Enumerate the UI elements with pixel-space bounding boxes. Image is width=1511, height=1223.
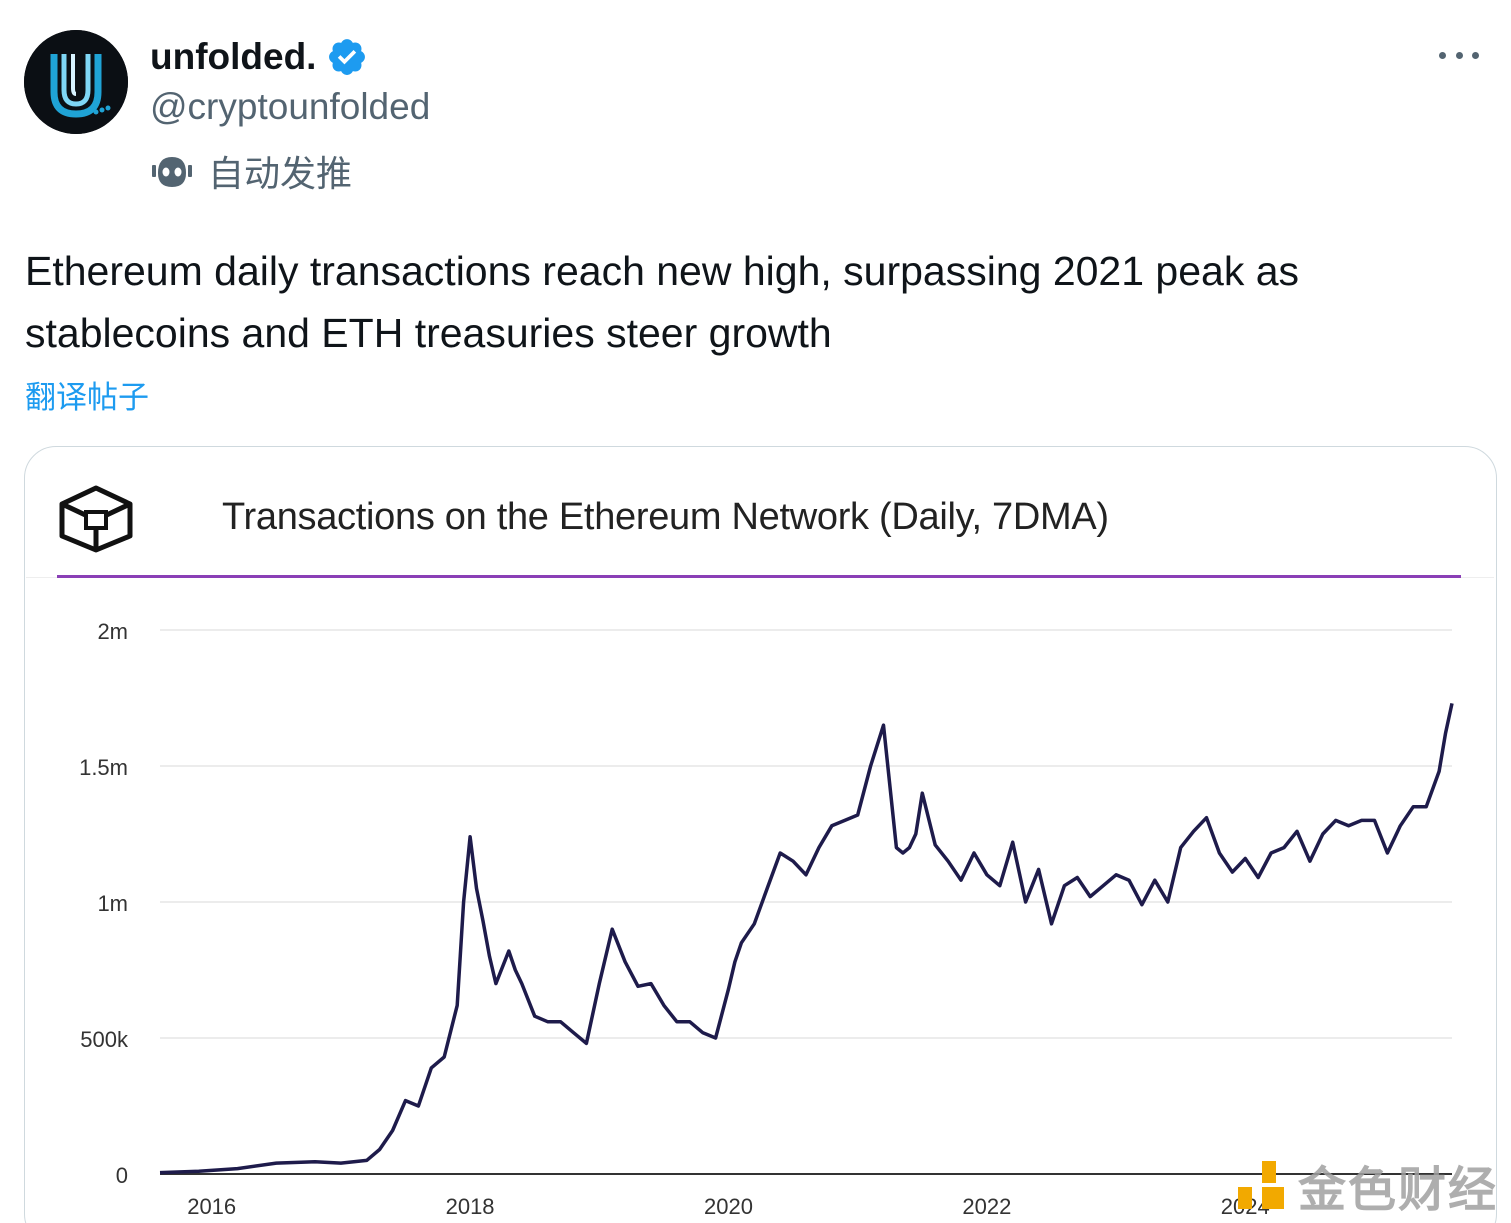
dot-icon — [1472, 51, 1479, 59]
author-name-row[interactable]: unfolded. — [150, 34, 368, 80]
robot-icon — [152, 157, 192, 187]
dot-icon — [1439, 51, 1446, 59]
automated-label: 自动发推 — [208, 153, 353, 194]
translate-post-link[interactable]: 翻译帖子 — [25, 380, 149, 415]
more-options-button[interactable] — [1439, 40, 1479, 70]
watermark: 金色财经 — [1232, 1150, 1498, 1220]
chart-title-rule — [57, 575, 1461, 578]
y-tick-label: 500k — [80, 1027, 129, 1052]
avatar[interactable] — [24, 30, 128, 134]
unfolded-logo-icon — [24, 30, 128, 134]
x-tick-label: 2022 — [962, 1194, 1011, 1219]
verified-badge-icon — [329, 39, 366, 75]
dot-icon — [1455, 51, 1463, 59]
author-handle[interactable]: @cryptounfolded — [150, 86, 431, 127]
x-tick-label: 2018 — [446, 1194, 495, 1219]
automated-label-row: 自动发推 — [150, 146, 352, 196]
watermark-text: 金色财经 — [1298, 1162, 1499, 1218]
author-name[interactable]: unfolded. — [150, 36, 317, 77]
x-tick-label: 2020 — [704, 1194, 753, 1219]
tweet-text: Ethereum daily transactions reach new hi… — [25, 248, 1300, 356]
y-tick-label: 1.5m — [79, 755, 128, 780]
chart-title: Transactions on the Ethereum Network (Da… — [222, 496, 1109, 538]
cube-logo-icon — [59, 485, 133, 553]
series-line-transactions — [159, 703, 1454, 1175]
y-tick-label: 0 — [116, 1163, 128, 1188]
y-tick-label: 2m — [97, 619, 128, 644]
jinse-logo-icon — [1238, 1161, 1284, 1209]
x-tick-label: 2016 — [187, 1194, 236, 1219]
y-tick-label: 1m — [97, 891, 128, 916]
